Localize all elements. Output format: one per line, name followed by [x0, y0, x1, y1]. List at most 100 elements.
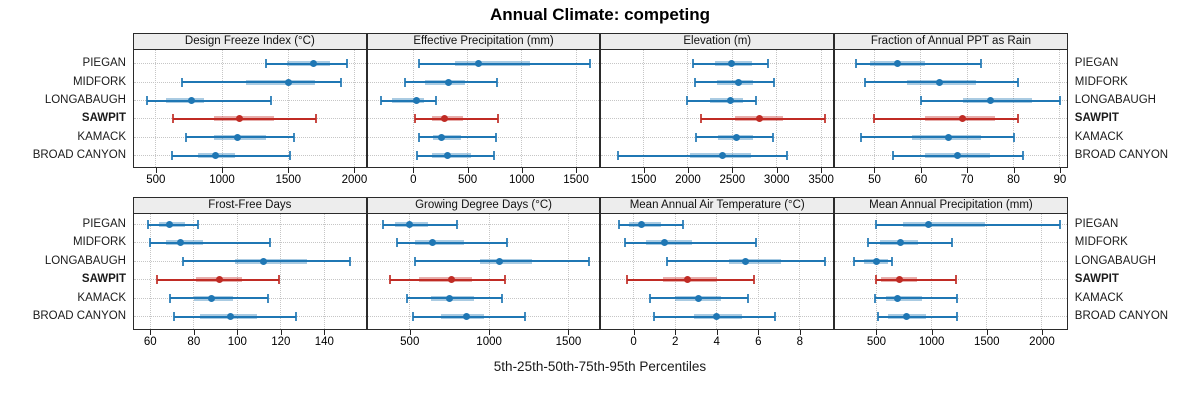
whisker-cap	[149, 238, 152, 248]
grid-v	[966, 50, 968, 167]
whisker-cap	[866, 238, 869, 248]
median-dot	[718, 152, 726, 160]
whisker-cap	[500, 293, 503, 303]
panel-title: Frost-Free Days	[134, 198, 366, 214]
axis-tick	[1041, 330, 1043, 335]
whisker-cap	[181, 256, 184, 266]
axis-tick-label: 2000	[1029, 336, 1055, 348]
panel-title: Effective Precipitation (mm)	[367, 34, 600, 50]
axis-tick-label: 2500	[719, 174, 746, 186]
whisker-cap	[616, 151, 619, 161]
site-label-left: BROAD CANYON	[32, 310, 126, 323]
median-dot	[188, 97, 196, 104]
axis-tick	[1013, 168, 1015, 173]
axis-tick-label: 1000	[209, 174, 235, 186]
whisker-cap	[682, 220, 685, 229]
panel-design-freeze-index-c: Design Freeze Index (°C)	[133, 33, 367, 168]
whisker-cap	[588, 256, 591, 266]
grid-v	[193, 214, 195, 329]
whisker-cap	[292, 132, 295, 142]
grid-v	[287, 50, 289, 167]
median-dot	[945, 133, 953, 141]
axis-tick-label: 500	[866, 336, 887, 348]
whisker-cap	[753, 275, 756, 285]
whisker-line	[172, 154, 290, 157]
axis-tick-label: 6	[755, 336, 762, 348]
whisker-cap	[270, 96, 273, 105]
median-dot	[894, 60, 902, 68]
whisker-cap	[340, 77, 343, 87]
whisker-cap	[755, 96, 758, 105]
median-dot	[694, 294, 702, 302]
median-dot	[727, 60, 735, 68]
whisker-cap	[506, 238, 509, 248]
panel-title: Fraction of Annual PPT as Rain	[835, 34, 1067, 50]
median-dot	[177, 239, 185, 247]
median-dot	[309, 60, 317, 68]
median-dot	[227, 313, 235, 321]
median-dot	[954, 152, 962, 160]
whisker-cap	[414, 256, 417, 266]
axis-tick-label: 0	[410, 174, 417, 186]
whisker-line	[875, 278, 957, 281]
axis-tick-label: 500	[400, 336, 420, 348]
axis-tick	[874, 168, 876, 173]
whisker-cap	[411, 312, 414, 322]
axis-tick-label: 1500	[563, 174, 589, 186]
site-label-right: MIDFORK	[1074, 75, 1128, 88]
grid-v	[575, 50, 577, 167]
whisker-cap	[853, 256, 856, 266]
axis-tick	[821, 168, 823, 173]
whisker-cap	[418, 59, 421, 69]
whisker-cap	[755, 238, 758, 248]
whisker-cap	[523, 312, 526, 322]
whisker-line	[416, 154, 495, 157]
chart-caption: 5th-25th-50th-75th-95th Percentiles	[493, 359, 707, 374]
grid-v	[412, 50, 414, 167]
median-dot	[429, 239, 437, 247]
axis-tick	[776, 168, 778, 173]
axis-tick	[633, 330, 635, 335]
whisker-cap	[854, 59, 857, 69]
whisker-cap	[456, 220, 459, 229]
panel-plot	[601, 50, 834, 167]
site-label-left: BROAD CANYON	[32, 149, 126, 162]
panel-frost-free-days: Frost-Free Days	[133, 197, 367, 330]
whisker-cap	[695, 132, 698, 142]
median-dot	[259, 257, 267, 265]
axis-tick-label: 80	[187, 336, 201, 348]
whisker-cap	[171, 151, 174, 161]
axis-tick	[288, 168, 290, 173]
grid-h	[134, 224, 366, 225]
axis-tick	[576, 168, 578, 173]
median-dot	[638, 221, 646, 228]
panel-elevation-m: Elevation (m)	[600, 33, 835, 168]
site-label-right: BROAD CANYON	[1074, 149, 1169, 162]
panel-fraction-of-annual-ppt-as-rain: Fraction of Annual PPT as Rain	[834, 33, 1068, 168]
whisker-cap	[823, 114, 826, 124]
grid-h	[835, 260, 1067, 262]
whisker-cap	[890, 256, 893, 266]
grid-v	[467, 50, 469, 167]
whisker-cap	[295, 312, 298, 322]
median-dot	[756, 115, 764, 123]
whisker-line	[619, 223, 684, 226]
whisker-cap	[1017, 114, 1020, 124]
whisker-cap	[1021, 151, 1024, 161]
whisker-cap	[823, 256, 826, 266]
whisker-cap	[1017, 77, 1020, 87]
site-label-left: KAMACK	[77, 291, 126, 304]
grid-v	[757, 214, 759, 329]
panel-plot	[134, 50, 366, 167]
median-dot	[462, 313, 470, 321]
grid-v	[920, 50, 922, 167]
axis-tick	[732, 168, 734, 173]
whisker-cap	[773, 312, 776, 322]
median-dot	[437, 133, 445, 141]
grid-h	[367, 224, 600, 225]
whisker-line	[419, 62, 591, 65]
grid-v	[986, 214, 988, 329]
whisker-cap	[699, 114, 702, 124]
median-dot	[713, 313, 721, 321]
axis-tick-label: 2	[671, 336, 679, 348]
